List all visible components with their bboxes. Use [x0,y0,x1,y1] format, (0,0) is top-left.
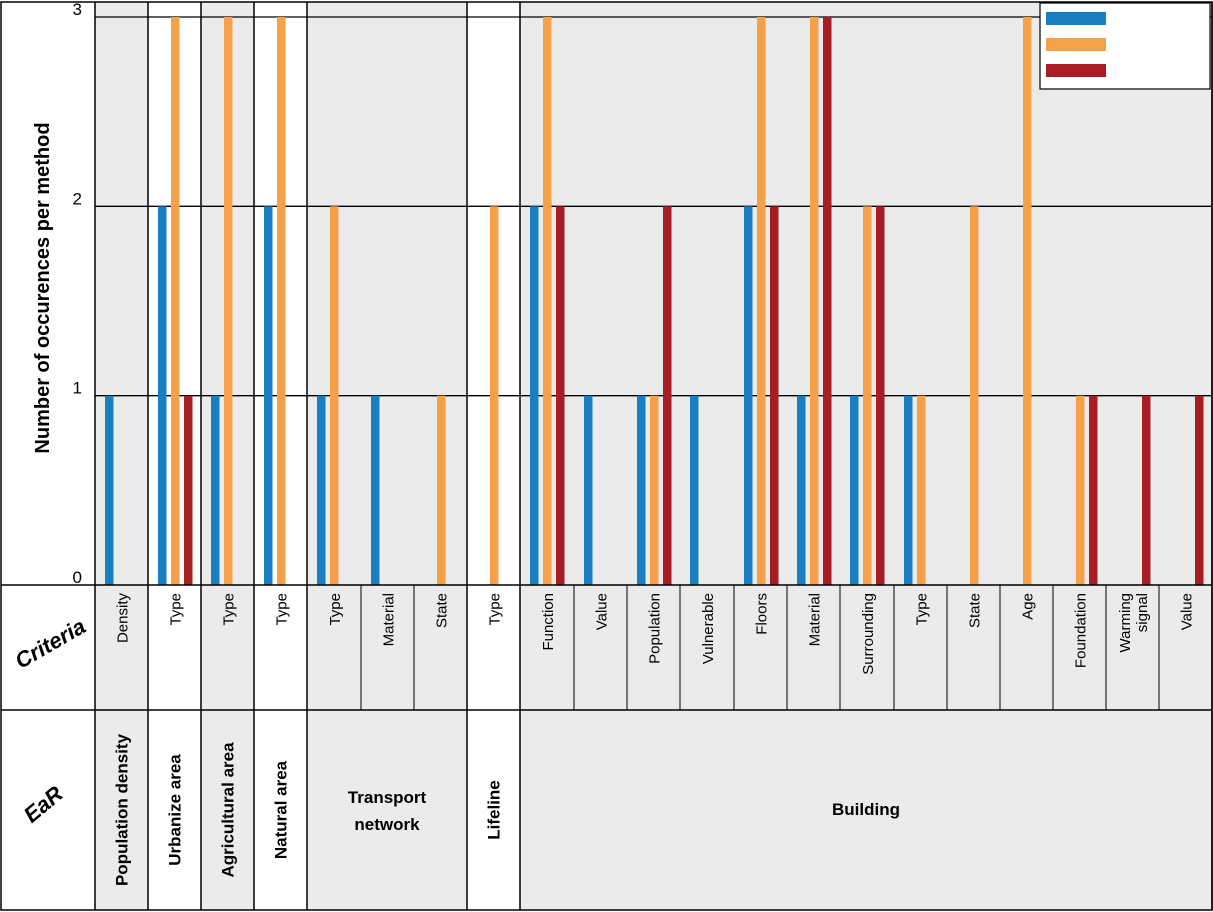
legend-swatch [1046,64,1106,77]
bar [650,395,659,585]
bar [904,395,913,585]
bar [556,206,565,586]
criteria-label: Type [914,593,931,626]
bar [543,17,552,585]
criteria-label: State [967,593,984,628]
y-tick-label: 1 [73,379,82,398]
bar [770,206,779,586]
bar [690,395,699,585]
bar [823,17,832,585]
ear-group-label: Urbanize area [166,754,185,866]
ear-group-label: Transport [348,788,427,807]
bar [171,17,180,585]
bar [490,206,499,586]
legend-swatch [1046,38,1106,51]
bar [317,395,326,585]
bar [1195,395,1204,585]
criteria-row-label: Criteria [11,613,90,673]
ear-group-label: Building [832,800,900,819]
y-tick-label: 3 [73,0,82,19]
criteria-label: Type [487,593,504,626]
bar [530,206,539,586]
criteria-label: Material [381,593,398,646]
ear-group-label: Agricultural area [219,742,238,878]
bar [1023,17,1032,585]
criteria-label: Foundation [1073,593,1090,668]
ear-row-label: EaR [19,781,68,828]
bar [863,206,872,586]
bar [850,395,859,585]
bar [1089,395,1098,585]
bars [105,17,1204,586]
bar [757,17,766,585]
criteria-label: Warming [1117,593,1134,652]
bar [277,17,286,585]
bar [371,395,380,585]
criteria-label: State [434,593,451,628]
bar [663,206,672,586]
criteria-label: Type [168,593,185,626]
criteria-label: Density [115,593,132,644]
bar [330,206,339,586]
criteria-label: Vulnerable [700,593,717,664]
bar [1076,395,1085,585]
criteria-label: Value [594,593,611,630]
bar [876,206,885,586]
bar [744,206,753,586]
bar [264,206,273,586]
y-tick-label: 0 [73,568,82,587]
criteria-label: signal [1134,593,1151,632]
legend [1039,2,1211,90]
criteria-label: Value [1179,593,1196,630]
bar [224,17,233,585]
ear-group-label: Natural area [272,760,291,859]
bar [1142,395,1151,585]
bar [158,206,167,586]
criteria-label: Floors [754,593,771,635]
bar [211,395,220,585]
bar [810,17,819,585]
bar [637,395,646,585]
bar [584,395,593,585]
bar [105,395,114,585]
criteria-label: Type [327,593,344,626]
ear-group-label: network [354,815,420,834]
y-axis-label: Number of occurences per method [32,122,54,453]
bar [917,395,926,585]
ear-group-label: Lifeline [485,780,504,840]
ear-group-label: Population density [113,733,132,886]
bar [437,395,446,585]
bar [797,395,806,585]
y-tick-label: 2 [73,189,82,208]
legend-swatch [1046,12,1106,25]
criteria-label: Material [807,593,824,646]
bar [184,395,193,585]
criteria-label: Type [221,593,238,626]
criteria-label: Surrounding [860,593,877,675]
criteria-label: Population [647,593,664,664]
group-background [95,2,148,910]
criteria-label: Type [274,593,291,626]
criteria-label: Age [1020,593,1037,620]
criteria-label: Function [540,593,557,651]
bar [970,206,979,586]
